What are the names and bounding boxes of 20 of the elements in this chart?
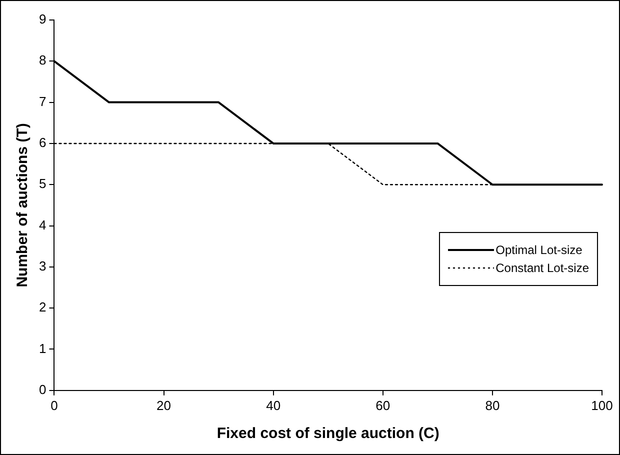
y-tick-label: 0 <box>38 382 46 397</box>
x-axis-title: Fixed cost of single auction (C) <box>216 425 440 442</box>
x-tick-label: 80 <box>485 398 500 413</box>
y-tick-label: 9 <box>38 12 46 27</box>
y-tick-label: 3 <box>38 258 46 274</box>
y-tick-label: 8 <box>38 52 46 68</box>
x-tick-label: 40 <box>266 398 281 413</box>
legend-label: Constant Lot-size <box>496 261 589 275</box>
y-tick-label: 1 <box>38 340 46 356</box>
y-tick-label: 4 <box>38 217 46 232</box>
y-tick-label: 6 <box>38 135 46 150</box>
legend-label: Optimal Lot-size <box>496 243 582 257</box>
x-tick-label: 100 <box>591 398 613 413</box>
y-axis-title: Number of auctions (T) <box>14 123 32 288</box>
x-tick-label: 60 <box>376 398 390 413</box>
x-tick-label: 0 <box>50 398 58 413</box>
y-tick-label: 7 <box>38 94 46 109</box>
x-tick-label: 20 <box>156 398 172 413</box>
y-tick-label: 5 <box>38 176 46 192</box>
y-tick-label: 2 <box>38 300 46 315</box>
